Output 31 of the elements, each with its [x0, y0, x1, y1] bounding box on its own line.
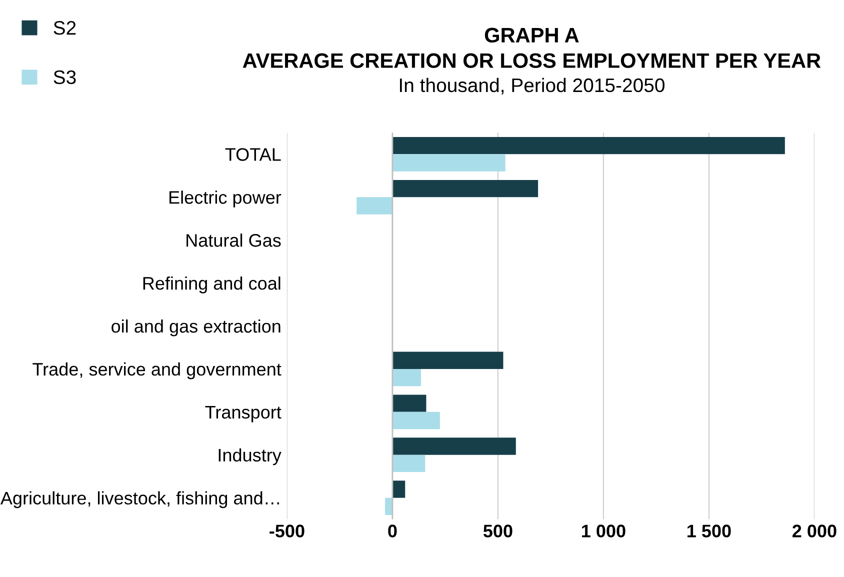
legend-label: S2: [54, 21, 76, 35]
chart-subtitle: In thousand, Period 2015-2050: [400, 78, 664, 94]
y-tick-label: Trade, service and government: [32, 362, 282, 380]
bar: [392, 154, 506, 172]
bar: [385, 498, 392, 516]
x-tick-label: 1 000: [582, 524, 626, 538]
bar: [392, 438, 516, 455]
x-tick-label: 1 500: [688, 524, 731, 538]
bar: [392, 368, 421, 386]
y-tick-label: Transport: [205, 406, 282, 422]
y-tick-label: Electric power: [170, 190, 282, 208]
legend-label: S3: [54, 70, 76, 84]
y-tick-label: Industry: [218, 448, 282, 466]
bar: [392, 394, 426, 412]
y-tick-label: Refining and coal: [143, 276, 280, 294]
x-tick-label: 500: [483, 524, 512, 538]
bar: [392, 412, 440, 430]
bar: [392, 180, 538, 198]
bar: [392, 480, 406, 498]
x-tick-label: -500: [270, 524, 304, 538]
y-tick-label: Natural Gas: [186, 234, 281, 247]
x-tick-label: 0: [388, 524, 397, 538]
y-tick-label: Agriculture, livestock, fishing and…: [0, 491, 279, 508]
x-tick-label: 2 000: [792, 524, 836, 538]
bar: [392, 352, 504, 369]
bar: [356, 197, 392, 214]
chart-title: GRAPH A AVERAGE CREATION OR LOSS EMPLOYMENT PER YEAR: [242, 28, 821, 68]
bar: [392, 137, 785, 154]
y-tick-label: oil and gas extraction: [112, 319, 280, 336]
y-tick-label: TOTAL: [225, 148, 281, 161]
bar: [392, 454, 426, 472]
